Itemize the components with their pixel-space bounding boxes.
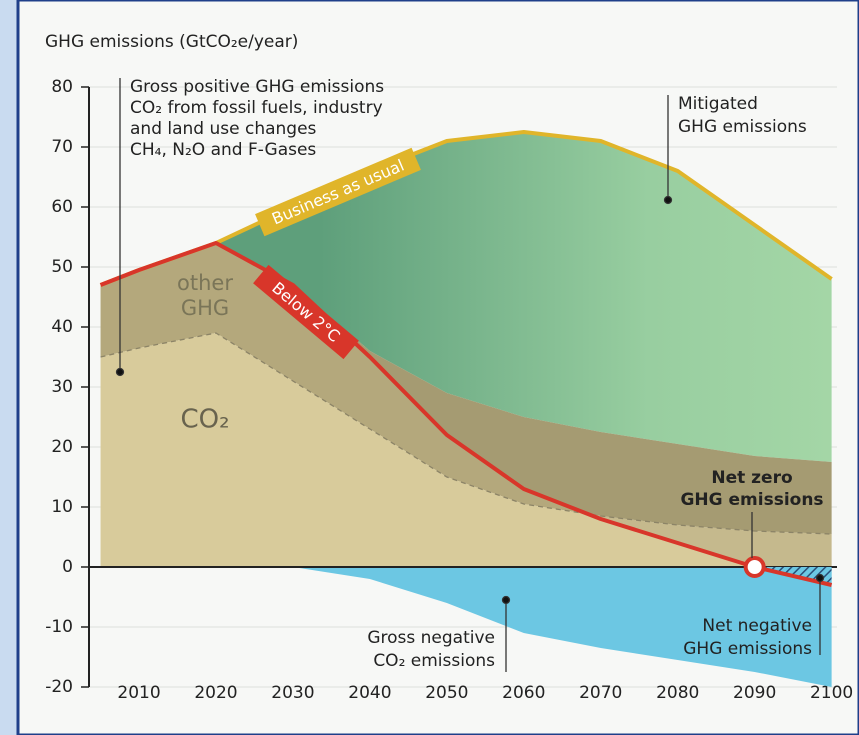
x-tick-label: 2070: [579, 683, 622, 703]
residual-overlay: [100, 243, 832, 585]
annotation: GHG: [181, 296, 229, 320]
y-tick-label: -20: [45, 677, 73, 697]
annotation: and land use changes: [130, 119, 317, 139]
y-tick-label: 0: [62, 557, 73, 577]
chart-title: GHG emissions (GtCO₂e/year): [45, 32, 298, 52]
annotation: other: [177, 271, 233, 295]
y-tick-label: 40: [51, 317, 73, 337]
annotation: CO₂ from fossil fuels, industry: [130, 98, 383, 118]
annotation: CO₂: [180, 405, 229, 435]
x-tick-label: 2080: [656, 683, 699, 703]
x-tick-label: 2020: [194, 683, 237, 703]
annotation: CH₄, N₂O and F-Gases: [130, 140, 316, 160]
line: [99, 241, 833, 587]
y-tick-label: -10: [45, 617, 73, 637]
co2-boundary: [100, 332, 832, 535]
other-ghg-area: [100, 243, 832, 534]
x-tick-label: 2040: [348, 683, 391, 703]
annotation: Net negative: [702, 616, 812, 636]
y-tick-label: 50: [51, 257, 73, 277]
negative-area: [100, 567, 832, 687]
y-tick-label: 80: [51, 77, 73, 97]
y-tick-label: 30: [51, 377, 73, 397]
co2-area: [100, 333, 832, 567]
dot: [815, 573, 825, 583]
annotation: GHG emissions: [683, 639, 812, 659]
dot: [115, 367, 125, 377]
y-tick-label: 60: [51, 197, 73, 217]
ribbon: [255, 147, 421, 237]
x-tick-label: 2030: [271, 683, 314, 703]
ribbon: [253, 264, 359, 360]
annotation: CO₂ emissions: [373, 651, 495, 671]
x-tick-label: 2060: [502, 683, 545, 703]
y-tick-label: 10: [51, 497, 73, 517]
annotation: GHG emissions: [678, 117, 807, 137]
net-zero-point: [743, 556, 766, 578]
x-tick-label: 2100: [810, 683, 853, 703]
x-tick-label: 2010: [117, 683, 160, 703]
annotation: Net zero: [711, 468, 792, 488]
x-tick-label: 2050: [425, 683, 468, 703]
annotation: GHG emissions: [680, 490, 823, 510]
dot: [501, 595, 511, 605]
annotation: Mitigated: [678, 94, 758, 114]
annotation: Gross negative: [367, 628, 495, 648]
annotation: Gross positive GHG emissions: [130, 77, 384, 97]
x-tick-label: 2090: [733, 683, 776, 703]
y-tick-label: 20: [51, 437, 73, 457]
dot: [663, 195, 673, 205]
y-tick-label: 70: [51, 137, 73, 157]
